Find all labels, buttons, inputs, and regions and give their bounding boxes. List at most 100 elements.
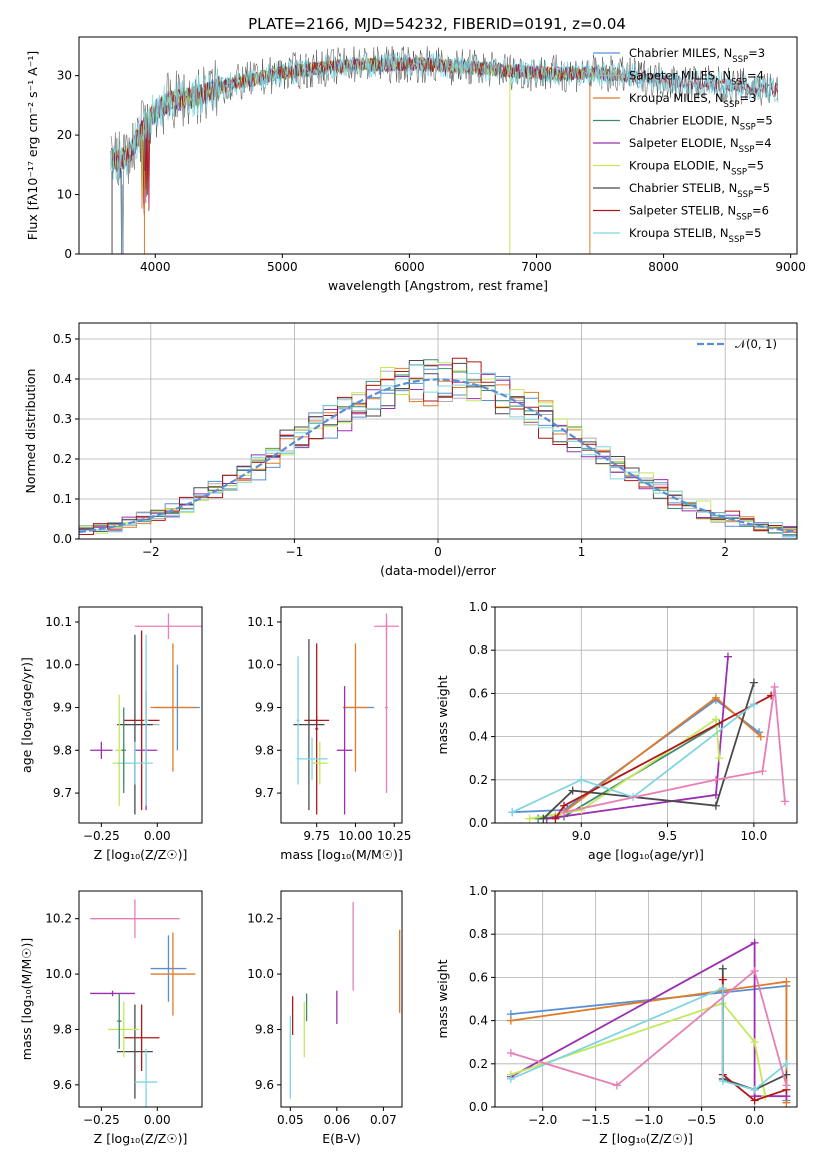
x-tick-label: 6000 bbox=[394, 260, 425, 274]
mass-vs-extinction-panel: 0.05 0.06 0.07 9.6 9.8 10.0 10.2 E(B-V) bbox=[247, 890, 403, 1146]
x-tick-label: 8000 bbox=[648, 260, 679, 274]
weight-marker bbox=[750, 1085, 759, 1094]
y-tick-label: 10 bbox=[57, 188, 72, 202]
plot-area bbox=[79, 891, 202, 1107]
x-tick-label: 2 bbox=[721, 545, 729, 559]
weight-line bbox=[510, 1002, 767, 1097]
x-axis-label: Z [log₁₀(Z/Z☉)] bbox=[94, 1131, 188, 1146]
weight-marker bbox=[750, 938, 759, 947]
y-axis-label: mass weight bbox=[435, 959, 450, 1038]
x-tick-label: 0.05 bbox=[277, 1113, 304, 1127]
y-tick-label: 0.4 bbox=[53, 372, 72, 386]
weight-marker bbox=[756, 732, 765, 741]
plot-frame bbox=[78, 322, 798, 540]
x-tick-label: 1 bbox=[578, 545, 586, 559]
error-bar bbox=[117, 993, 122, 1049]
plot-frame bbox=[494, 606, 798, 824]
error-bar bbox=[312, 741, 328, 785]
x-tick-label: −0.5 bbox=[687, 1113, 716, 1127]
histogram-series bbox=[79, 357, 797, 535]
weight-marker bbox=[711, 775, 720, 784]
x-tick-label: 0.07 bbox=[370, 1113, 397, 1127]
weight-marker bbox=[539, 814, 548, 823]
legend-label: Kroupa ELODIE, NSSP=5 bbox=[629, 159, 764, 178]
weight-marker bbox=[782, 1059, 791, 1068]
weight-marker bbox=[749, 678, 758, 687]
weight-marker bbox=[577, 806, 586, 815]
x-tick-label: 9.5 bbox=[658, 829, 677, 843]
error-bar bbox=[121, 707, 126, 794]
legend: Chabrier MILES, NSSP=3 Salpeter MILES, NS… bbox=[593, 46, 773, 245]
x-axis-label: (data-model)/error bbox=[380, 563, 497, 578]
x-tick-label: 10.25 bbox=[377, 829, 411, 843]
plot-area bbox=[495, 607, 797, 823]
weight-marker bbox=[750, 966, 759, 975]
weight-line bbox=[510, 941, 787, 1098]
y-tick-label: 1.0 bbox=[469, 600, 488, 614]
x-axis-label: E(B-V) bbox=[322, 1131, 361, 1146]
error-bar bbox=[108, 1001, 140, 1058]
error-bar bbox=[117, 741, 153, 785]
y-axis-label: mass weight bbox=[435, 675, 450, 754]
y-tick-label: 10.0 bbox=[247, 967, 274, 981]
plot-area bbox=[281, 607, 402, 823]
error-bar bbox=[123, 1004, 160, 1071]
weight-marker bbox=[506, 1016, 515, 1025]
legend-label: Chabrier MILES, NSSP=3 bbox=[629, 46, 765, 65]
weight-marker bbox=[749, 700, 758, 709]
x-axis-label: age [log₁₀(age/yr)] bbox=[588, 847, 704, 862]
x-axis-label: mass [log₁₀(M/M☉)] bbox=[280, 847, 402, 862]
x-tick-label: −1.5 bbox=[581, 1113, 610, 1127]
weight-marker bbox=[508, 808, 517, 817]
weight-line bbox=[542, 682, 755, 820]
error-bar bbox=[150, 643, 196, 772]
legend-label: Salpeter STELIB, NSSP=6 bbox=[629, 204, 769, 223]
x-tick-label: 0.06 bbox=[323, 1113, 350, 1127]
y-tick-label: 0.5 bbox=[53, 332, 72, 346]
x-tick-label: 9000 bbox=[775, 260, 806, 274]
y-tick-label: 9.7 bbox=[53, 786, 72, 800]
weight-marker bbox=[711, 693, 720, 702]
mass-vs-metallicity-panel: −0.25 0.00 9.6 9.8 10.0 10.2 Z [log₁₀(Z/Z☉)] ma… bbox=[19, 890, 203, 1146]
y-axis-label: Normed distribution bbox=[23, 369, 38, 494]
x-tick-label: 5000 bbox=[267, 260, 298, 274]
error-bar bbox=[90, 899, 180, 939]
x-tick-label: 0.0 bbox=[745, 1113, 764, 1127]
y-tick-label: 0.3 bbox=[53, 412, 72, 426]
y-axis-label: mass [log₁₀(M/M☉)] bbox=[19, 938, 34, 1060]
weight-marker bbox=[780, 797, 789, 806]
legend-label: Salpeter ELODIE, NSSP=4 bbox=[629, 136, 772, 155]
x-tick-label: 10.00 bbox=[338, 829, 372, 843]
histogram-series bbox=[79, 360, 797, 532]
y-axis-label: age [log₁₀(age/yr)] bbox=[19, 657, 34, 773]
error-bar bbox=[123, 630, 160, 811]
weight-marker bbox=[718, 964, 727, 973]
y-tick-label: 10.1 bbox=[45, 615, 72, 629]
plot-frame bbox=[494, 890, 798, 1108]
plot-area bbox=[79, 607, 202, 823]
x-axis-label: wavelength [Angstrom, rest frame] bbox=[328, 278, 548, 293]
y-tick-label: 0 bbox=[64, 247, 72, 261]
weight-marker bbox=[577, 775, 586, 784]
weight-marker bbox=[711, 715, 720, 724]
y-tick-label: 9.7 bbox=[255, 786, 274, 800]
legend-label: Chabrier ELODIE, NSSP=5 bbox=[629, 114, 773, 133]
y-tick-label: 0.0 bbox=[469, 816, 488, 830]
weight-marker bbox=[750, 1096, 759, 1105]
weight-marker bbox=[718, 984, 727, 993]
error-bar bbox=[90, 990, 135, 997]
plot-frame bbox=[78, 606, 203, 824]
x-tick-label: −0.25 bbox=[83, 1113, 120, 1127]
weight-marker bbox=[718, 975, 727, 984]
y-tick-label: 1.0 bbox=[469, 884, 488, 898]
plot-frame bbox=[78, 36, 798, 255]
error-bar bbox=[134, 613, 202, 640]
y-tick-label: 10.2 bbox=[45, 912, 72, 926]
y-tick-label: 9.6 bbox=[255, 1078, 274, 1092]
y-tick-label: 0.2 bbox=[469, 1057, 488, 1071]
legend-label: Kroupa STELIB, NSSP=5 bbox=[629, 226, 761, 245]
y-tick-label: 10.0 bbox=[45, 658, 72, 672]
x-tick-label: −1 bbox=[286, 545, 304, 559]
y-tick-label: 0.4 bbox=[469, 1014, 488, 1028]
